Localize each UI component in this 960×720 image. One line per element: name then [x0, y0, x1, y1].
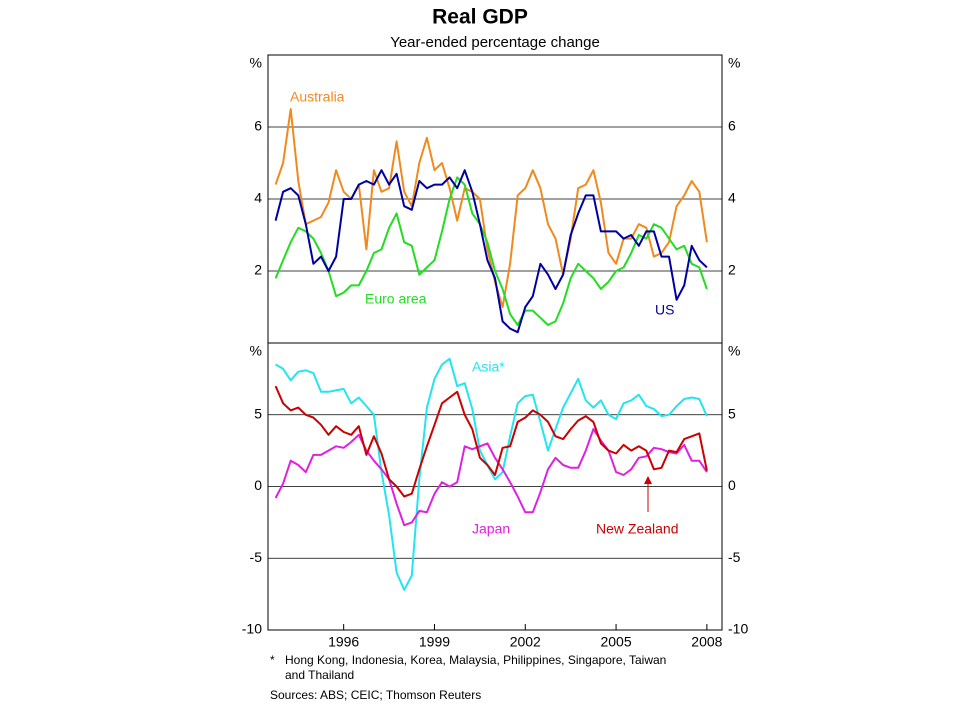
y-tick-label: -10 — [728, 621, 748, 637]
series-line — [274, 428, 708, 527]
series-label: Japan — [472, 521, 510, 537]
y-tick-label: 5 — [254, 405, 262, 421]
y-tick-label: -10 — [242, 621, 262, 637]
y-tick-label: -5 — [250, 549, 263, 565]
series-label: US — [655, 302, 674, 318]
y-tick-label: 4 — [254, 190, 262, 206]
series-line — [274, 385, 708, 498]
y-tick-label: -5 — [728, 549, 741, 565]
x-tick-label: 1996 — [328, 634, 359, 650]
y-tick-label: 2 — [254, 262, 262, 278]
series-line — [274, 169, 708, 334]
x-tick-label: 2005 — [600, 634, 631, 650]
x-tick-label: 2002 — [510, 634, 541, 650]
footnote: and Thailand — [285, 668, 354, 682]
y-tick-label: 2 — [728, 262, 736, 278]
y-unit: % — [250, 343, 262, 359]
sources: Sources: ABS; CEIC; Thomson Reuters — [270, 688, 481, 702]
series-line — [275, 357, 708, 591]
y-tick-label: 4 — [728, 190, 736, 206]
series-line — [274, 176, 708, 326]
y-unit: % — [728, 343, 740, 359]
y-unit: % — [250, 55, 262, 71]
series-label: New Zealand — [596, 521, 679, 537]
series-label: Asia* — [472, 359, 505, 375]
y-tick-label: 0 — [728, 477, 736, 493]
y-tick-label: 0 — [254, 477, 262, 493]
series-line — [274, 108, 708, 308]
y-tick-label: 5 — [728, 405, 736, 421]
chart-subtitle: Year-ended percentage change — [390, 34, 600, 51]
x-tick-label: 1999 — [419, 634, 450, 650]
footnote: Hong Kong, Indonesia, Korea, Malaysia, P… — [285, 653, 666, 667]
arrow-head — [644, 476, 652, 484]
y-tick-label: 6 — [728, 118, 736, 134]
series-label: Euro area — [365, 291, 427, 307]
plots: % % 2 2 4 4 6 6 Australia Euro area US% % -10 -10 -5 -5… — [242, 54, 748, 650]
chart-title: Real GDP — [432, 6, 528, 29]
footnote-marker: * — [270, 653, 275, 667]
y-tick-label: 6 — [254, 118, 262, 134]
y-unit: % — [728, 55, 740, 71]
series-label: Australia — [290, 89, 345, 105]
x-tick-label: 2008 — [691, 634, 722, 650]
